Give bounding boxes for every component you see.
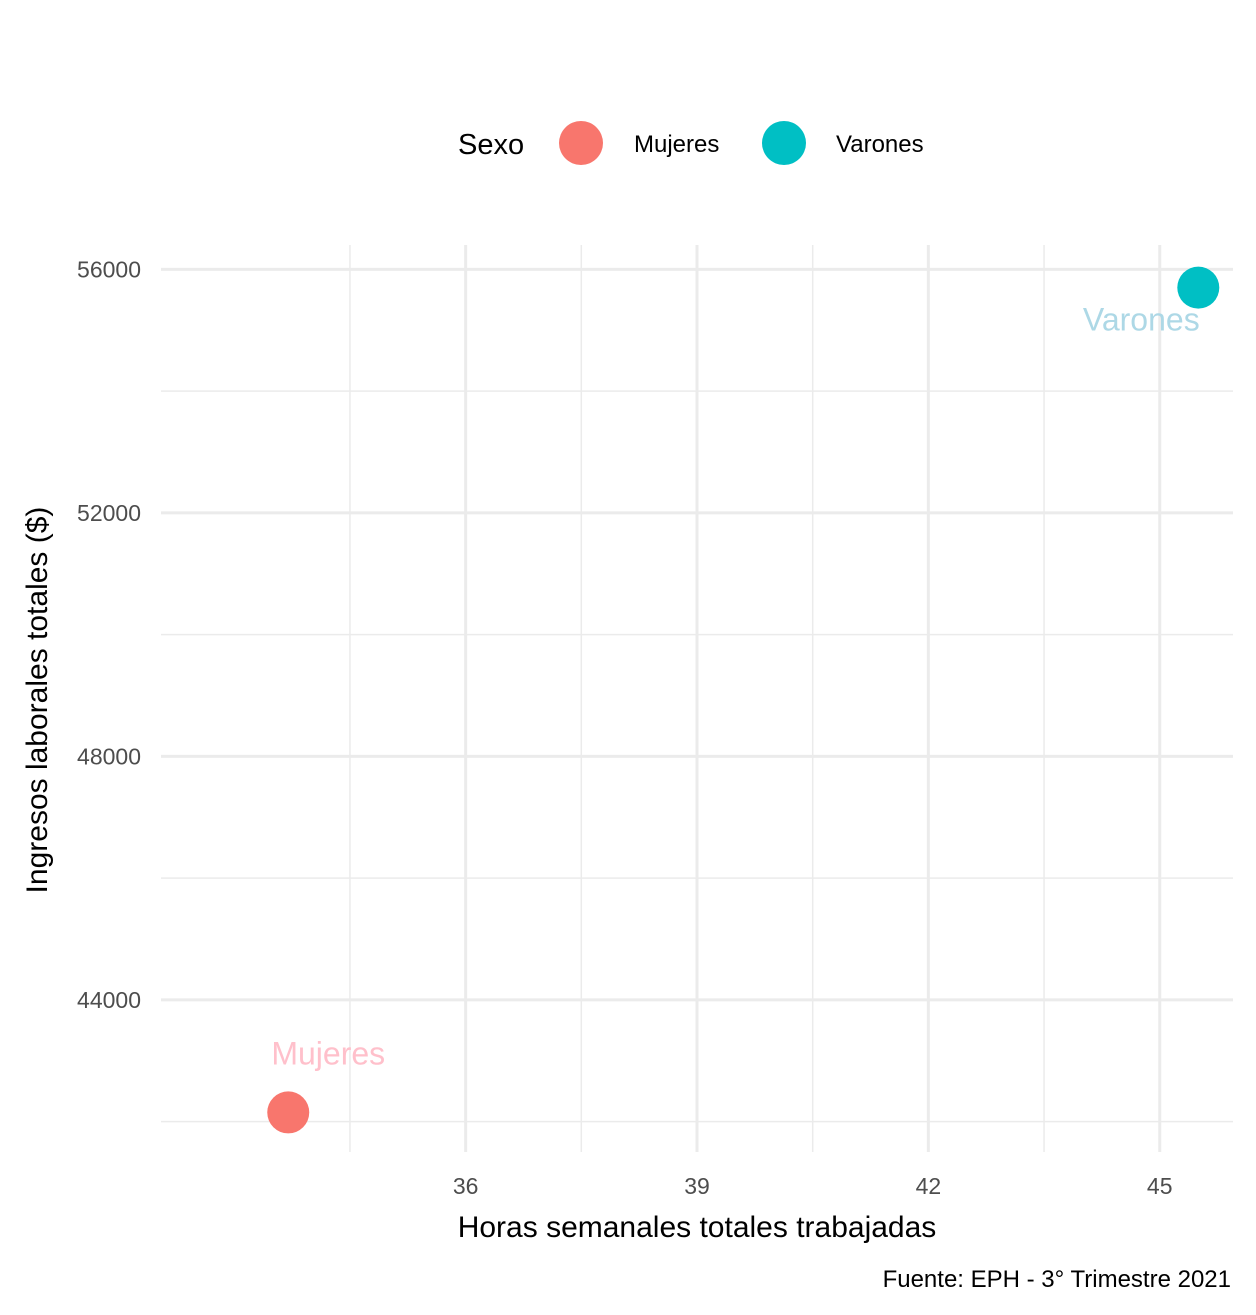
- legend-swatch-mujeres: [559, 121, 603, 165]
- legend-label-mujeres: Mujeres: [634, 131, 719, 158]
- legend-label-varones: Varones: [836, 131, 924, 158]
- y-tick-label: 52000: [77, 500, 141, 526]
- point-label-mujeres: Mujeres: [271, 1035, 385, 1071]
- y-tick-label: 56000: [77, 256, 141, 282]
- x-tick-label: 36: [453, 1173, 479, 1199]
- legend: Sexo Mujeres Varones: [458, 121, 924, 165]
- y-tick-label: 44000: [77, 987, 141, 1013]
- legend-swatch-varones: [762, 121, 806, 165]
- point-label-varones: Varones: [1083, 302, 1200, 338]
- y-tick-label: 48000: [77, 743, 141, 769]
- x-tick-label: 42: [916, 1173, 942, 1199]
- x-tick-label: 39: [684, 1173, 710, 1199]
- y-axis-title: Ingresos laborales totales ($): [21, 507, 54, 894]
- x-tick-label: 45: [1147, 1173, 1173, 1199]
- grid: [161, 245, 1233, 1152]
- caption: Fuente: EPH - 3° Trimestre 2021: [883, 1266, 1231, 1293]
- axis-ticks: 36 39 42 45 44000 48000 52000 56000: [77, 256, 1172, 1199]
- data-points: [267, 266, 1220, 1134]
- data-point-mujeres: [267, 1091, 310, 1134]
- x-axis-title: Horas semanales totales trabajadas: [458, 1211, 937, 1244]
- data-point-varones: [1177, 266, 1220, 309]
- legend-title: Sexo: [458, 129, 524, 161]
- point-labels: Mujeres Varones: [271, 302, 1199, 1072]
